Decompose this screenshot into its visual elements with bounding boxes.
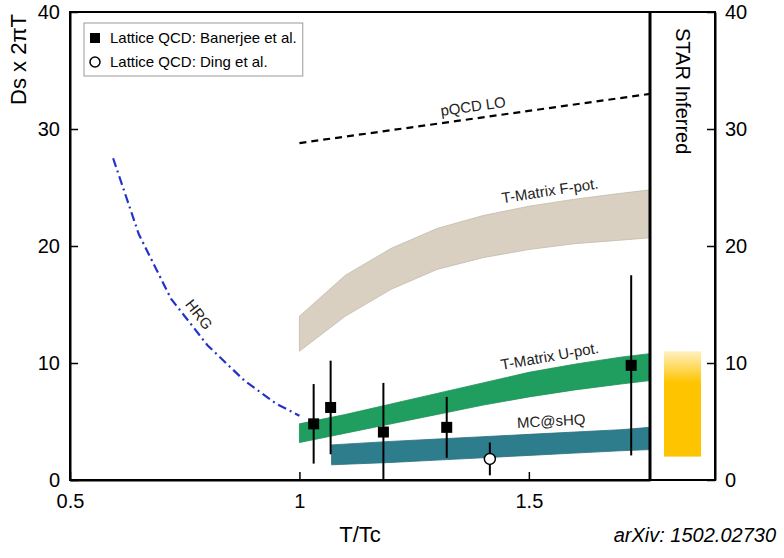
legend: Lattice QCD: Banerjee et al. Lattice QCD:… xyxy=(84,23,303,76)
series-label: MC@sHQ xyxy=(516,410,585,430)
tick-label: 40 xyxy=(725,1,747,23)
tick-label: 1.5 xyxy=(515,490,543,512)
tick-label: 0 xyxy=(49,469,60,491)
tick-label: 20 xyxy=(38,235,60,257)
tick-mark xyxy=(299,472,301,480)
tick-label: 30 xyxy=(38,118,60,140)
axis: 0 10 20 30 40 xyxy=(707,1,747,491)
tick-mark xyxy=(707,246,715,248)
plot-background xyxy=(70,12,715,480)
legend-marker xyxy=(90,33,100,43)
chart: T-Matrix F-pot. T-Matrix U-pot. MC@sHQ HRG p… xyxy=(0,0,784,558)
tick: 30 xyxy=(707,118,747,140)
line xyxy=(299,94,650,143)
series-label: HRG xyxy=(182,296,216,333)
series-label-group: HRG xyxy=(182,296,216,333)
tick-label: 30 xyxy=(725,118,747,140)
tick-label: 10 xyxy=(38,352,60,374)
tick: 20 xyxy=(707,235,747,257)
y-axis-title: Ds x 2πT xyxy=(6,14,31,105)
tick-label: 0.5 xyxy=(57,490,85,512)
tick: 10 xyxy=(707,352,747,374)
panel-label: STAR Inferred xyxy=(672,28,694,154)
tick-label: 20 xyxy=(725,235,747,257)
tick-mark xyxy=(70,246,78,248)
star-inferred-range xyxy=(664,351,701,456)
tick-label: 0 xyxy=(725,469,736,491)
legend-label: Lattice QCD: Ding et al. xyxy=(110,53,268,70)
axis: 0.5 1 1.5 xyxy=(57,472,651,512)
band xyxy=(299,190,650,351)
tick-label: 1 xyxy=(294,490,305,512)
plot-area xyxy=(113,94,650,480)
legend-background xyxy=(84,23,303,76)
series-label-group: MC@sHQ xyxy=(516,410,585,430)
panel-divider xyxy=(649,12,652,480)
legend-label: Lattice QCD: Banerjee et al. xyxy=(110,29,297,46)
tick-label: 40 xyxy=(38,1,60,23)
tick-mark xyxy=(70,129,78,131)
tick: 10 xyxy=(38,352,78,374)
point xyxy=(441,422,452,433)
x-axis-title: T/Tc xyxy=(339,522,381,547)
point xyxy=(484,453,495,464)
point xyxy=(308,418,319,429)
tick: 1.5 xyxy=(515,472,543,512)
series-label: T-Matrix F-pot. xyxy=(500,175,599,207)
axis: 0 10 20 30 40 xyxy=(38,1,78,491)
series-label: pQCD LO xyxy=(439,93,507,119)
point xyxy=(626,360,637,371)
tick-mark xyxy=(70,363,78,365)
tick: 20 xyxy=(38,235,78,257)
point xyxy=(378,427,389,438)
line xyxy=(113,158,299,415)
point xyxy=(325,402,336,413)
tick-mark xyxy=(707,363,715,365)
tick-mark xyxy=(529,472,531,480)
tick: 1 xyxy=(294,472,305,512)
series-label-group: pQCD LO xyxy=(439,93,507,119)
tick-label: 10 xyxy=(725,352,747,374)
source: arXiv: 1502.02730 xyxy=(614,524,776,546)
legend-marker xyxy=(90,57,100,67)
tick-mark xyxy=(707,129,715,131)
series-label: T-Matrix U-pot. xyxy=(499,339,600,373)
tick: 30 xyxy=(38,118,78,140)
band xyxy=(299,354,650,443)
series-label-group: T-Matrix F-pot. xyxy=(500,175,599,207)
plot-frame xyxy=(70,12,715,480)
series-label-group: T-Matrix U-pot. xyxy=(499,339,600,373)
